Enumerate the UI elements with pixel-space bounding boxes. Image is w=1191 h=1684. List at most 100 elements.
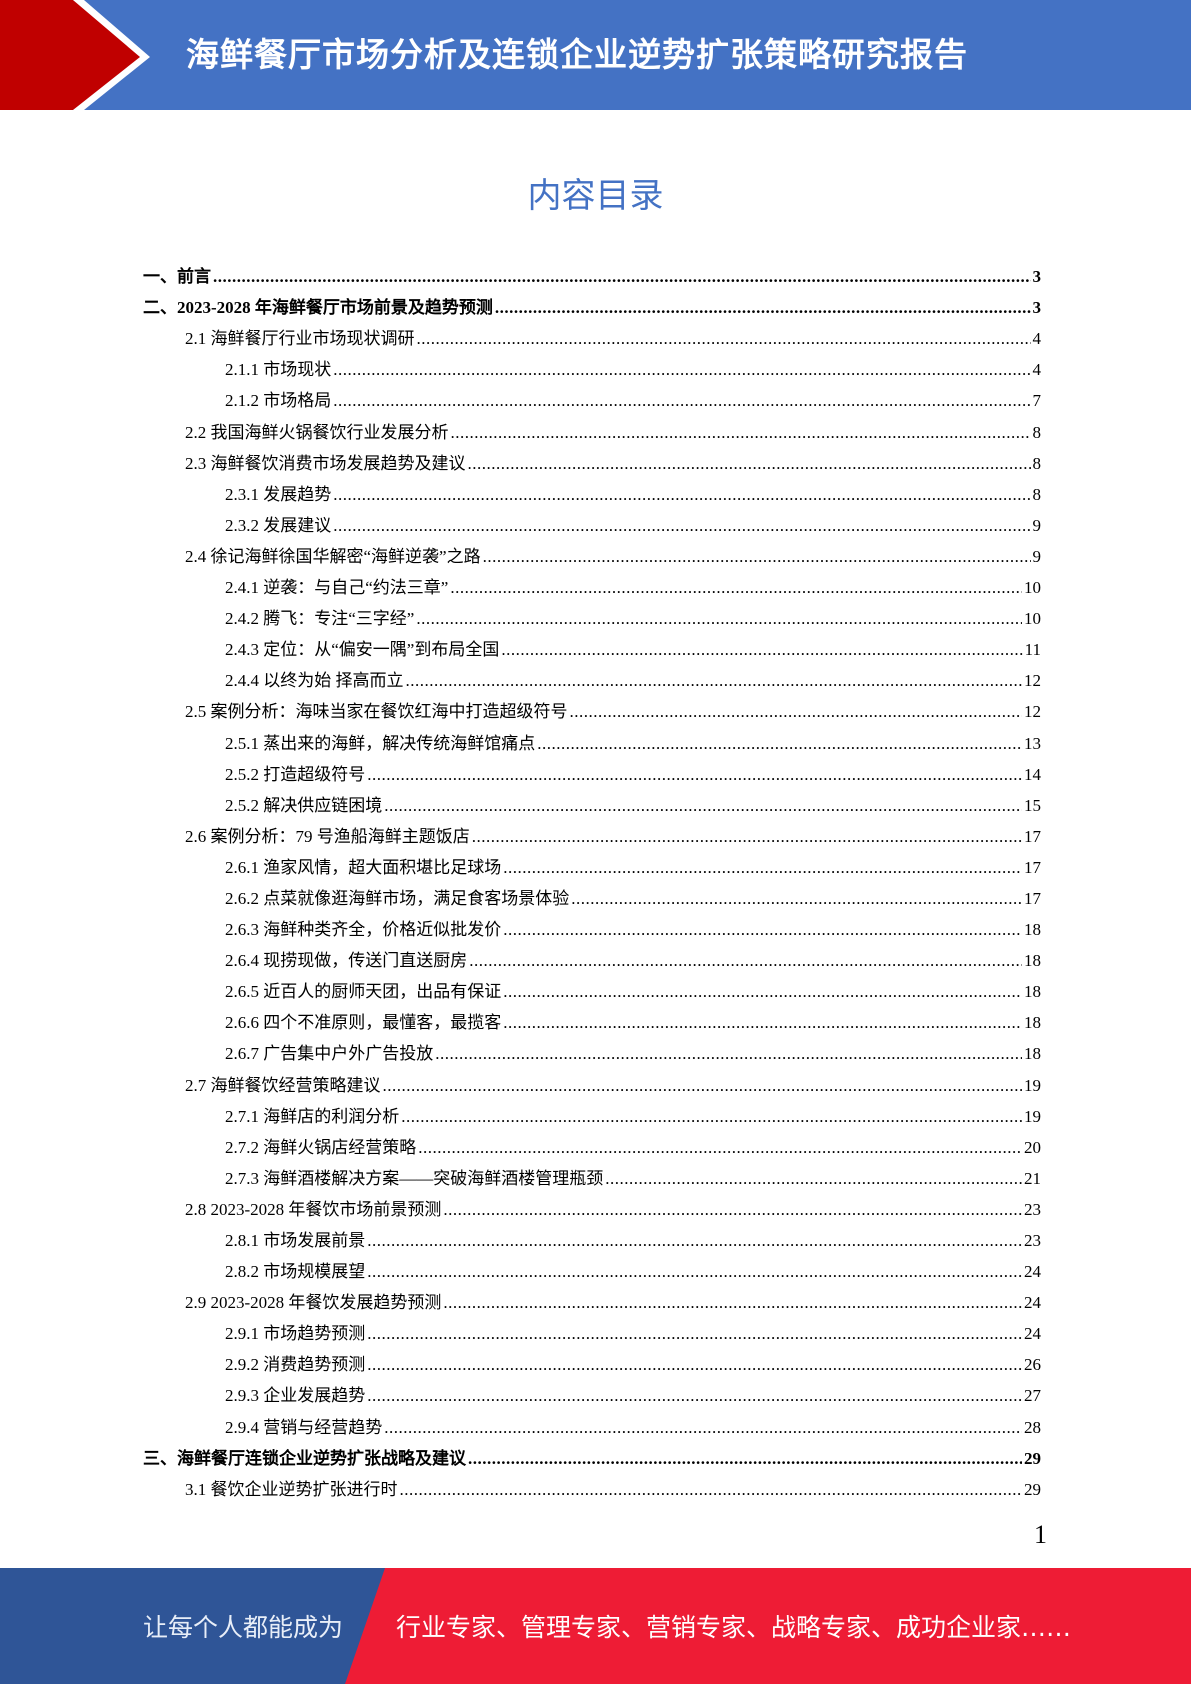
toc-entry-label: 一、前言: [143, 267, 211, 287]
toc-entry[interactable]: 2.9 2023-2028 年餐饮发展趋势预测 24: [143, 1282, 1041, 1313]
toc-entry-page: 21: [1024, 1168, 1041, 1188]
toc-entry[interactable]: 2.9.3 企业发展趋势 27: [143, 1375, 1041, 1406]
toc-entry[interactable]: 2.8.1 市场发展前景 23: [143, 1220, 1041, 1251]
toc-entry-label: 2.1 海鲜餐厅行业市场现状调研: [185, 329, 415, 349]
toc-entry[interactable]: 2.8 2023-2028 年餐饮市场前景预测 23: [143, 1189, 1041, 1220]
toc-entry[interactable]: 2.8.2 市场规模展望 24: [143, 1251, 1041, 1282]
toc-entry-label: 2.6.2 点菜就像逛海鲜市场，满足食客场景体验: [225, 888, 570, 908]
toc-entry[interactable]: 2.4.3 定位：从“偏安一隅”到布局全国 11: [143, 629, 1041, 660]
toc-entry-label: 2.1.2 市场格局: [225, 391, 332, 411]
toc-entry-label: 2.7.1 海鲜店的利润分析: [225, 1106, 400, 1126]
dot-leader: [468, 1449, 1022, 1469]
toc-entry[interactable]: 2.7.2 海鲜火锅店经营策略 20: [143, 1127, 1041, 1158]
toc-entry[interactable]: 2.7.3 海鲜酒楼解决方案——突破海鲜酒楼管理瓶颈 21: [143, 1158, 1041, 1189]
toc-entry-label: 2.8.1 市场发展前景: [225, 1231, 366, 1250]
page-number: 1: [1034, 1520, 1047, 1549]
toc-entry[interactable]: 2.6.4 现捞现做，传送门直送厨房 18: [143, 940, 1041, 971]
toc-entry-label: 2.4.4 以终为始 择高而立: [225, 671, 404, 691]
toc-entry-page: 24: [1024, 1262, 1041, 1282]
toc-entry[interactable]: 2.3.1 发展趋势 8: [143, 474, 1041, 505]
header-chevron-graphic: [0, 0, 150, 110]
toc-entry-page: 18: [1024, 1013, 1041, 1033]
toc-entry[interactable]: 2.3.2 发展建议 9: [143, 505, 1041, 536]
dot-leader: [570, 702, 1023, 722]
toc-entry-page: 19: [1024, 1106, 1041, 1126]
toc-entry-label: 二、2023-2028 年海鲜餐厅市场前景及趋势预测: [143, 298, 493, 318]
toc-entry-label: 2.4 徐记海鲜徐国华解密“海鲜逆袭”之路: [185, 546, 481, 566]
toc-entry-label: 2.7.3 海鲜酒楼解决方案——突破海鲜酒楼管理瓶颈: [225, 1168, 604, 1188]
dot-leader: [501, 640, 1022, 660]
toc-entry-page: 17: [1024, 888, 1041, 908]
toc-entry-label: 2.5.1 蒸出来的海鲜，解决传统海鲜馆痛点: [225, 733, 536, 753]
toc-entry[interactable]: 2.1 海鲜餐厅行业市场现状调研 4: [143, 318, 1041, 349]
toc-entry-page: 23: [1024, 1199, 1041, 1219]
toc-entry[interactable]: 2.6.7 广告集中户外广告投放 18: [143, 1033, 1041, 1064]
toc-entry-label: 2.6.3 海鲜种类齐全，价格近似批发价: [225, 920, 502, 940]
toc-entry-page: 28: [1024, 1417, 1041, 1437]
toc-entry[interactable]: 2.6.1 渔家风情，超大面积堪比足球场 17: [143, 847, 1041, 878]
toc-entry[interactable]: 2.9.1 市场趋势预测 24: [143, 1313, 1041, 1344]
toc-entry-page: 15: [1024, 795, 1041, 815]
toc-entry-page: 4: [1032, 360, 1042, 380]
toc-entry-label: 2.6.7 广告集中户外广告投放: [225, 1044, 434, 1064]
toc-entry[interactable]: 2.5.1 蒸出来的海鲜，解决传统海鲜馆痛点 13: [143, 722, 1041, 753]
toc-entry[interactable]: 三、海鲜餐厅连锁企业逆势扩张战略及建议 29: [143, 1438, 1041, 1469]
toc-entry-page: 9: [1032, 515, 1042, 535]
toc-entry[interactable]: 2.1.1 市场现状 4: [143, 349, 1041, 380]
toc-entry[interactable]: 2.7.1 海鲜店的利润分析 19: [143, 1096, 1041, 1127]
toc-entry[interactable]: 2.6.5 近百人的厨师天团，出品有保证 18: [143, 971, 1041, 1002]
toc-entry[interactable]: 2.1.2 市场格局 7: [143, 380, 1041, 411]
toc-entry[interactable]: 3.1 餐饮企业逆势扩张进行时 29: [143, 1469, 1041, 1500]
toc-entry[interactable]: 2.6.3 海鲜种类齐全，价格近似批发价 18: [143, 909, 1041, 940]
toc-entry[interactable]: 2.4.4 以终为始 择高而立 12: [143, 660, 1041, 691]
toc-entry[interactable]: 2.5.2 解决供应链困境 15: [143, 785, 1041, 816]
toc-entry-label: 2.4.2 腾飞：专注“三字经”: [225, 609, 415, 629]
footer-roles: 行业专家、管理专家、营销专家、战略专家、成功企业家……: [396, 1613, 1072, 1642]
dot-leader: [472, 827, 1022, 847]
toc-entry-page: 9: [1032, 546, 1042, 566]
toc-entry[interactable]: 一、前言 3: [143, 256, 1041, 287]
toc-entry-page: 14: [1024, 764, 1041, 784]
toc-entry-label: 2.3.1 发展趋势: [225, 484, 332, 504]
toc-entry-label: 2.6.4 现捞现做，传送门直送厨房: [225, 951, 468, 971]
toc-entry[interactable]: 2.2 我国海鲜火锅餐饮行业发展分析 8: [143, 411, 1041, 442]
toc-entry-label: 2.8 2023-2028 年餐饮市场前景预测: [185, 1199, 442, 1219]
dot-leader: [367, 1386, 1022, 1406]
toc-entry[interactable]: 2.3 海鲜餐饮消费市场发展趋势及建议 8: [143, 443, 1041, 474]
dot-leader: [468, 454, 1031, 474]
toc-entry[interactable]: 2.9.4 营销与经营趋势 28: [143, 1406, 1041, 1437]
dot-leader: [333, 516, 1030, 536]
toc-entry[interactable]: 2.6.2 点菜就像逛海鲜市场，满足食客场景体验 17: [143, 878, 1041, 909]
toc-entry[interactable]: 2.5.2 打造超级符号 14: [143, 754, 1041, 785]
toc-entry[interactable]: 2.5 案例分析：海味当家在餐饮红海中打造超级符号 12: [143, 691, 1041, 722]
toc-entry[interactable]: 2.4.2 腾飞：专注“三字经” 10: [143, 598, 1041, 629]
toc-entry-page: 12: [1024, 671, 1041, 691]
footer-slogan: 让每个人都能成为: [143, 1613, 344, 1642]
toc-entry-page: 17: [1024, 826, 1041, 846]
toc-entry[interactable]: 2.4.1 逆袭：与自己“约法三章” 10: [143, 567, 1041, 598]
dot-leader: [367, 1355, 1022, 1375]
dot-leader: [443, 1200, 1022, 1220]
dot-leader: [503, 858, 1022, 878]
toc-entry[interactable]: 2.6.6 四个不准原则，最懂客，最揽客 18: [143, 1002, 1041, 1033]
dot-leader: [503, 982, 1022, 1002]
toc-entry-page: 11: [1024, 640, 1041, 660]
toc-entry-label: 2.7.2 海鲜火锅店经营策略: [225, 1137, 417, 1157]
dot-leader: [400, 1480, 1023, 1500]
toc-entry[interactable]: 2.7 海鲜餐饮经营策略建议 19: [143, 1064, 1041, 1095]
dot-leader: [416, 609, 1022, 629]
dot-leader: [417, 329, 1031, 349]
toc-entry[interactable]: 2.6 案例分析：79 号渔船海鲜主题饭店 17: [143, 816, 1041, 847]
toc-entry-label: 2.9.1 市场趋势预测: [225, 1324, 366, 1344]
toc-entry-page: 13: [1024, 733, 1041, 753]
toc-entry[interactable]: 2.4 徐记海鲜徐国华解密“海鲜逆袭”之路 9: [143, 536, 1041, 567]
dot-leader: [333, 485, 1030, 505]
toc-entry-page: 8: [1032, 422, 1042, 442]
toc-entry-page: 29: [1024, 1479, 1041, 1499]
toc-entry-label: 2.5.2 解决供应链困境: [225, 795, 383, 815]
toc-entry-page: 18: [1024, 982, 1041, 1002]
toc-entry[interactable]: 2.9.2 消费趋势预测 26: [143, 1344, 1041, 1375]
dot-leader: [483, 547, 1031, 567]
toc-entry[interactable]: 二、2023-2028 年海鲜餐厅市场前景及趋势预测 3: [143, 287, 1041, 318]
toc-entry-page: 4: [1032, 329, 1042, 349]
